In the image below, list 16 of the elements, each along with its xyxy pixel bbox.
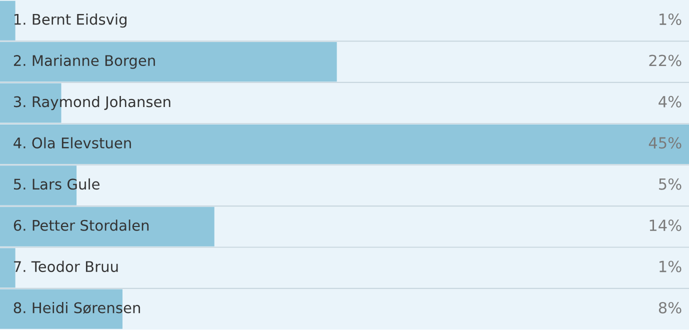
data-label: 14%	[650, 220, 682, 232]
data-label: 1%	[660, 13, 682, 26]
y-tick-label: 6. Petter Stordalen	[14, 220, 149, 231]
data-label: 4%	[658, 96, 682, 108]
y-tick-label: 8. Heidi Sørensen	[14, 302, 140, 314]
y-tick-label: 2. Marianne Borgen	[14, 54, 155, 69]
y-tick-label: 5. Lars Gule	[14, 178, 100, 190]
y-tick-label: 1. Bernt Eidsvig	[14, 14, 126, 28]
data-label: 8%	[658, 302, 682, 314]
data-label: 5%	[659, 178, 682, 190]
y-tick-label: 7. Teodor Bruu	[14, 260, 118, 272]
y-tick-label: 4. Ola Elevstuen	[14, 137, 131, 148]
data-label: 22%	[649, 54, 682, 66]
y-tick-label: 3. Raymond Johansen	[14, 96, 170, 110]
data-label: 45%	[648, 137, 682, 149]
data-label: 1%	[660, 260, 682, 272]
